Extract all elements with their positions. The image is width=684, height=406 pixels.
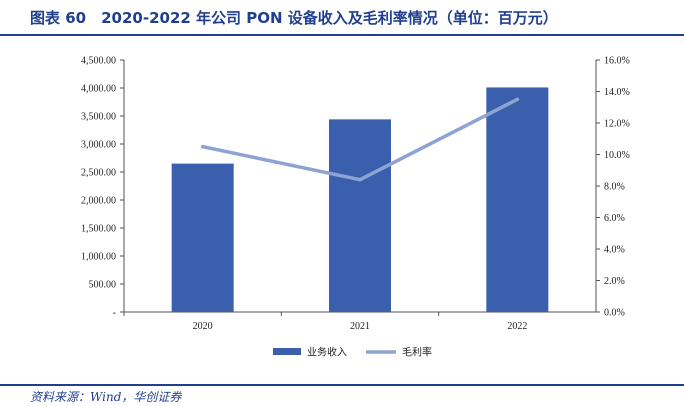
right-axis-tick-label: 12.0% <box>604 119 630 130</box>
right-axis-tick-label: 4.0% <box>604 245 625 256</box>
right-axis-tick-label: 8.0% <box>604 182 625 193</box>
legend-label-revenue: 业务收入 <box>307 346 347 359</box>
left-axis-tick-label: 3,000.00 <box>81 140 116 151</box>
legend-label-margin: 毛利率 <box>402 346 432 359</box>
left-axis-tick-label: 4,000.00 <box>81 84 116 95</box>
left-axis-tick-label: 1,000.00 <box>81 252 116 263</box>
bar-2021 <box>329 119 391 312</box>
chart: - 500.00 1,000.00 1,500.00 2,000.00 2,500.00 3… <box>81 56 630 359</box>
left-axis-tick-label: 2,000.00 <box>81 196 116 207</box>
footer-rule <box>0 384 684 386</box>
bar-2022 <box>486 87 549 312</box>
right-axis-tick-label: 16.0% <box>604 56 630 67</box>
right-axis-tick-label: 6.0% <box>604 213 625 224</box>
left-axis-tick-label: 2,500.00 <box>81 168 116 179</box>
margin-point-2022 <box>515 97 520 102</box>
title-bar: 图表 60 2020-2022 年公司 PON 设备收入及毛利率情况（单位：百万… <box>0 0 684 36</box>
right-axis-tick-label: 0.0% <box>604 308 625 319</box>
right-axis-tick-label: 14.0% <box>604 87 630 98</box>
margin-point-2021 <box>358 177 362 182</box>
x-axis-tick-label: 2020 <box>193 321 213 332</box>
right-axis-tick-label: 2.0% <box>604 276 625 287</box>
chart-title: 图表 60 2020-2022 年公司 PON 设备收入及毛利率情况（单位：百万… <box>30 9 558 27</box>
left-axis-tick-label: - <box>113 308 116 319</box>
left-axis-tick-label: 1,500.00 <box>81 224 116 235</box>
x-axis-tick-label: 2021 <box>350 321 370 332</box>
source-note: 资料来源：Wind，华创证券 <box>30 390 182 404</box>
right-axis-tick-label: 10.0% <box>604 150 630 161</box>
left-axis-tick-label: 3,500.00 <box>81 112 116 123</box>
bar-2020 <box>171 163 234 312</box>
left-axis-tick-label: 4,500.00 <box>81 56 116 67</box>
left-axis-tick-label: 500.00 <box>89 280 117 291</box>
x-axis-tick-label: 2022 <box>507 321 527 332</box>
legend-swatch-revenue <box>273 348 301 355</box>
margin-point-2020 <box>200 144 205 149</box>
